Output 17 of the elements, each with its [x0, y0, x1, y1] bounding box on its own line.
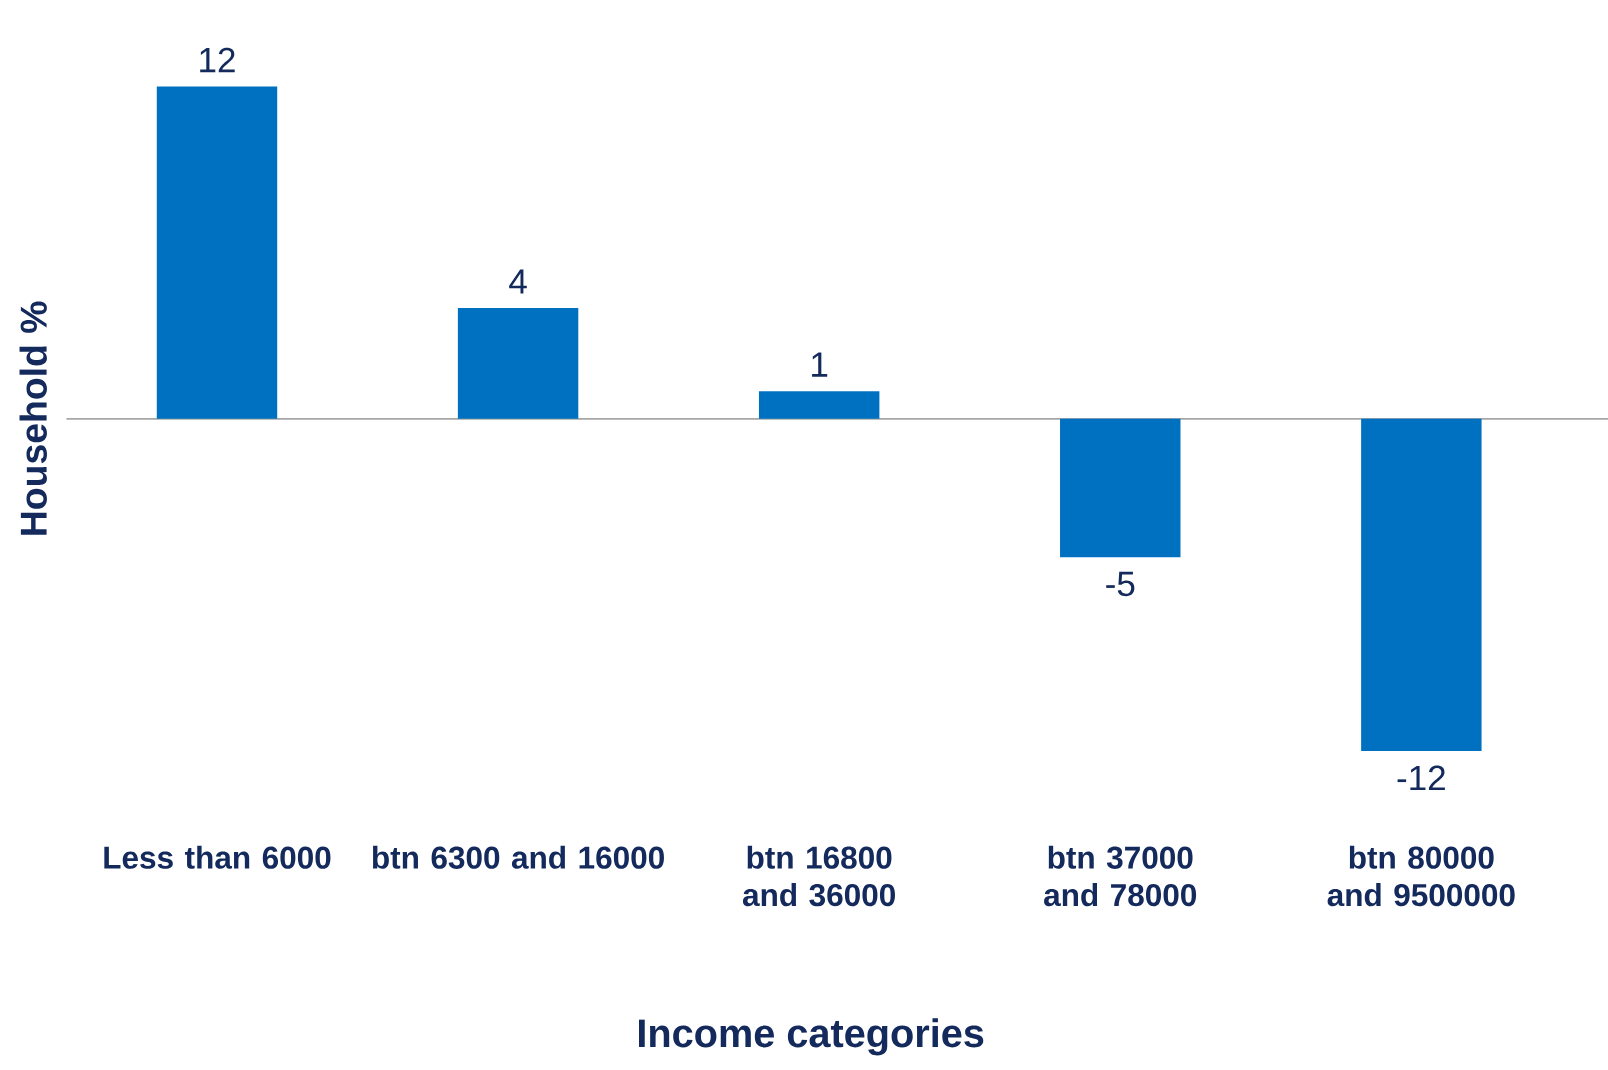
y-axis-title: Household %	[19, 301, 47, 535]
x-tick-label: btn 16800 and 36000	[742, 845, 895, 907]
bar	[1361, 418, 1482, 752]
x-tick-label: btn 80000 and 9500000	[1327, 845, 1515, 907]
data-label: -5	[1106, 571, 1135, 597]
bar	[156, 86, 278, 419]
bar	[1060, 418, 1181, 558]
data-label: 1	[812, 352, 828, 377]
x-tick-label: btn 37000 and 78000	[1044, 845, 1197, 907]
x-tick-label: Less than 6000	[104, 845, 331, 869]
bar	[758, 391, 880, 419]
x-tick-label: btn 6300 and 16000	[372, 845, 664, 869]
data-label: -12	[1397, 765, 1445, 791]
x-axis-title: Income categories	[639, 1018, 984, 1056]
bar	[457, 308, 579, 419]
data-label: 4	[509, 269, 527, 294]
data-label: 12	[200, 47, 235, 73]
